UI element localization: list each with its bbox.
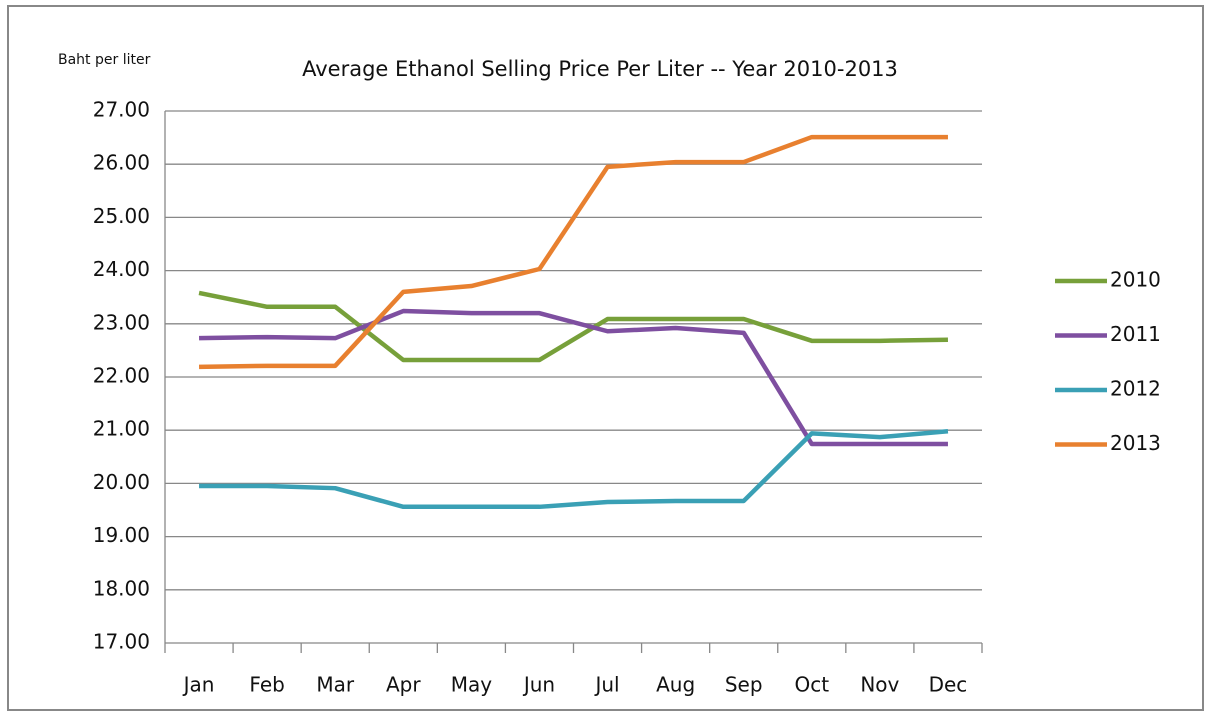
series-line xyxy=(198,290,948,363)
series-line xyxy=(199,134,948,370)
legend-label: 2012 xyxy=(1110,377,1161,401)
y-tick-label: 19.00 xyxy=(93,523,150,547)
x-tick-label: Jun xyxy=(522,673,555,697)
legend-label: 2011 xyxy=(1110,322,1161,346)
x-tick-label: Aug xyxy=(656,673,695,697)
y-tick-label: 18.00 xyxy=(93,576,150,600)
y-tick-label: 22.00 xyxy=(93,364,150,388)
y-tick-label: 25.00 xyxy=(93,204,150,228)
y-tick-label: 24.00 xyxy=(93,257,150,281)
x-tick-label: Apr xyxy=(386,673,421,697)
y-tick-label: 20.00 xyxy=(93,470,150,494)
y-tick-label: 27.00 xyxy=(93,98,150,122)
x-tick-label: Dec xyxy=(929,673,968,697)
y-tick-label: 17.00 xyxy=(93,630,150,654)
x-tick-label: Mar xyxy=(316,673,355,697)
x-tick-label: May xyxy=(451,673,493,697)
x-tick-label: Nov xyxy=(860,673,899,697)
series-line xyxy=(199,429,949,510)
x-tick-label: Jan xyxy=(182,673,215,697)
series-line xyxy=(199,308,948,447)
chart-title: Average Ethanol Selling Price Per Liter … xyxy=(302,57,898,81)
y-tick-label: 21.00 xyxy=(93,417,150,441)
y-axis-label: Baht per liter xyxy=(58,52,151,68)
y-tick-label: 26.00 xyxy=(93,151,150,175)
x-tick-label: Sep xyxy=(725,673,763,697)
legend-label: 2010 xyxy=(1110,268,1161,292)
legend-label: 2013 xyxy=(1110,431,1161,455)
x-tick-label: Oct xyxy=(794,673,829,697)
y-tick-label: 23.00 xyxy=(93,310,150,334)
x-tick-label: Feb xyxy=(249,673,284,697)
chart-frame xyxy=(7,5,1204,711)
x-tick-label: Jul xyxy=(593,673,619,697)
